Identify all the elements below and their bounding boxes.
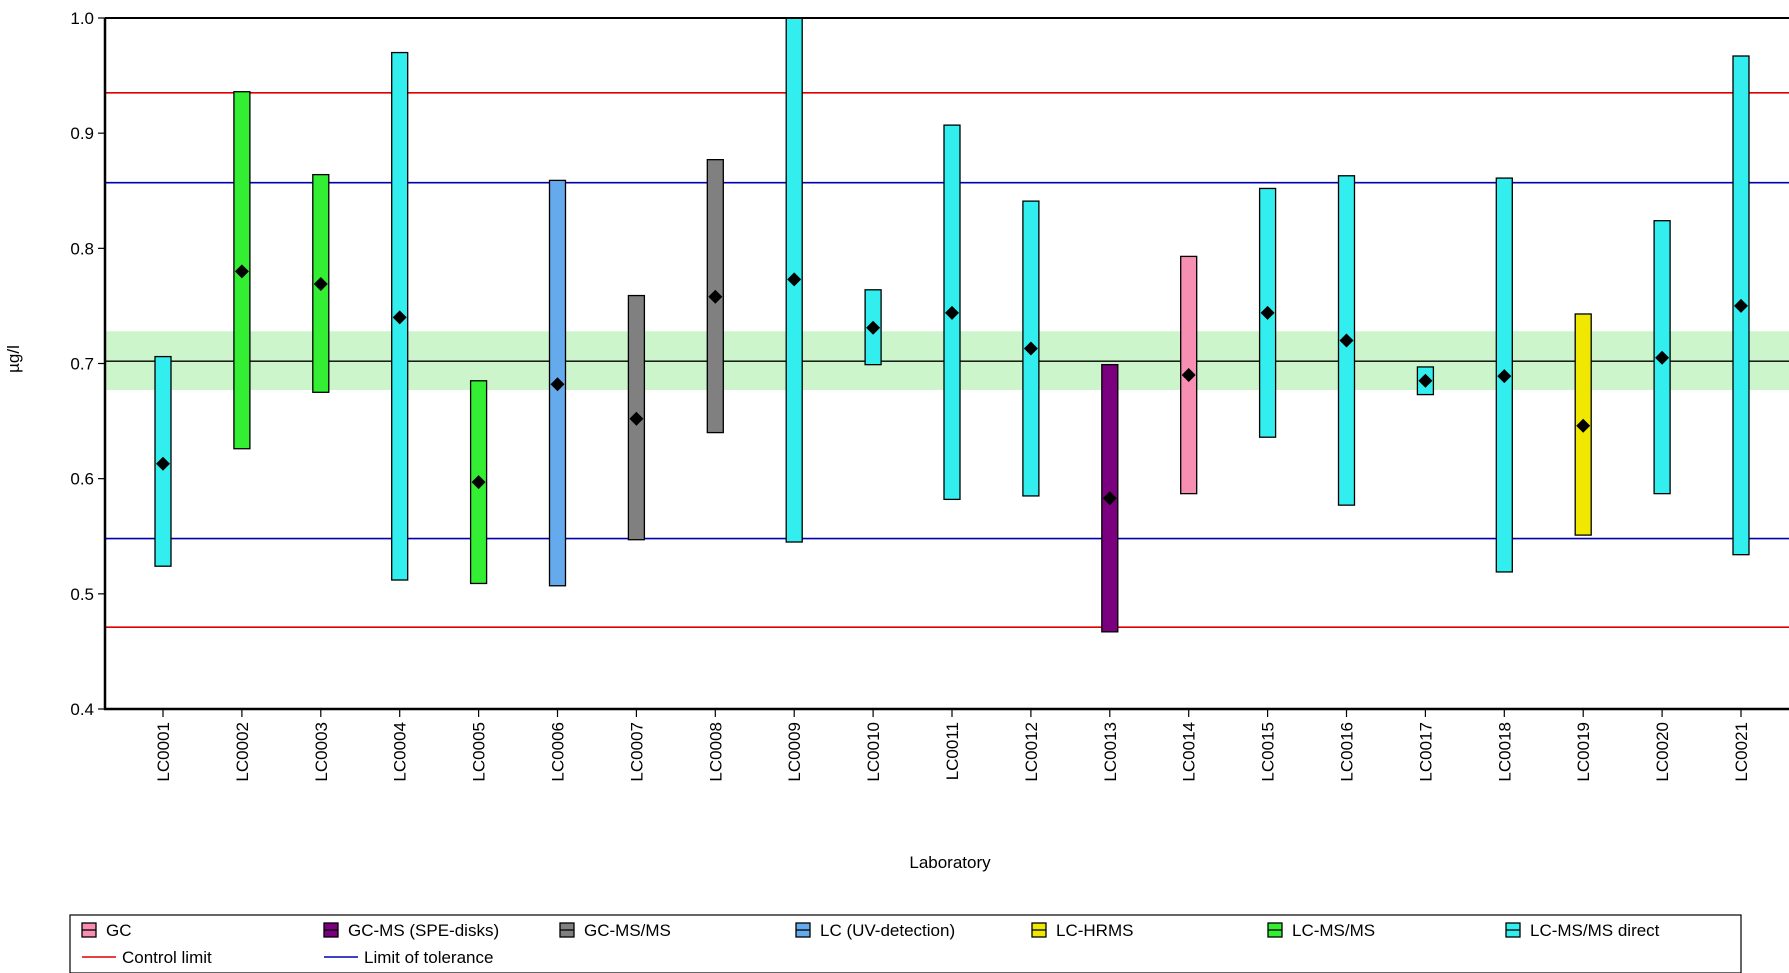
point-lc0005 (471, 475, 486, 490)
x-tick-label: LC0006 (549, 722, 568, 782)
x-tick-label: LC0021 (1732, 722, 1751, 782)
points-layer (156, 264, 1748, 506)
point-lc0009 (787, 272, 802, 287)
point-lc0002 (234, 264, 249, 279)
x-tick-label: LC0020 (1653, 722, 1672, 782)
y-tick-label: 0.9 (70, 124, 94, 143)
y-tick-labels: 0.4 0.5 0.6 0.7 0.8 0.9 1.0 (70, 9, 105, 719)
y-axis-title: µg/l (4, 345, 23, 373)
x-tick-label: LC0019 (1574, 722, 1593, 782)
x-tick-label: LC0007 (627, 722, 646, 782)
point-lc0012 (1023, 341, 1038, 356)
x-tick-label: LC0013 (1101, 722, 1120, 782)
legend-label: LC-MS/MS direct (1530, 921, 1660, 940)
x-tick-label: LC0002 (233, 722, 252, 782)
x-tick-label: LC0018 (1495, 722, 1514, 782)
x-tick-label: LC0015 (1259, 722, 1278, 782)
point-lc0018 (1497, 369, 1512, 384)
x-tick-label: LC0017 (1416, 722, 1435, 782)
y-tick-label: 0.4 (70, 700, 94, 719)
x-tick-label: LC0001 (154, 722, 173, 782)
x-tick-label: LC0009 (785, 722, 804, 782)
point-lc0017 (1418, 373, 1433, 388)
x-tick-label: LC0005 (470, 722, 489, 782)
legend-label: GC-MS/MS (584, 921, 671, 940)
x-axis-title: Laboratory (909, 853, 991, 872)
y-tick-label: 0.6 (70, 470, 94, 489)
point-lc0020 (1655, 350, 1670, 365)
legend: GC GC-MS (SPE-disks) GC-MS/MS LC (UV-detect… (69, 914, 1742, 973)
x-tick-label: LC0016 (1338, 722, 1357, 782)
legend-label: LC-HRMS (1056, 921, 1133, 940)
point-lc0004 (392, 310, 407, 325)
legend-label: GC (106, 921, 132, 940)
point-lc0010 (866, 320, 881, 335)
x-tick-label: LC0010 (864, 722, 883, 782)
x-tick-label: LC0008 (706, 722, 725, 782)
x-tick-label: LC0011 (943, 722, 962, 780)
x-tick-label: LC0003 (312, 722, 331, 782)
point-lc0003 (313, 277, 328, 292)
x-tick-label: LC0012 (1022, 722, 1041, 782)
point-lc0007 (629, 411, 644, 426)
y-tick-label: 0.5 (70, 585, 94, 604)
y-tick-label: 1.0 (70, 9, 94, 28)
point-lc0021 (1734, 298, 1748, 313)
y-tick-label: 0.8 (70, 239, 94, 258)
legend-label: LC (UV-detection) (820, 921, 955, 940)
point-lc0015 (1260, 305, 1275, 320)
legend-frame (69, 914, 1742, 973)
point-lc0016 (1339, 333, 1354, 348)
x-tick-labels: LC0001 LC0002 LC0003 LC0004 LC0005 LC0006 LC00… (154, 709, 1751, 782)
x-tick-label: LC0004 (391, 722, 410, 782)
point-lc0011 (945, 305, 959, 320)
legend-label: LC-MS/MS (1292, 921, 1375, 940)
point-lc0014 (1181, 368, 1196, 383)
x-tick-label: LC0014 (1180, 722, 1199, 782)
point-lc0019 (1576, 418, 1591, 433)
legend-label: Control limit (122, 948, 212, 967)
y-tick-label: 0.7 (70, 355, 94, 374)
legend-label: GC-MS (SPE-disks) (348, 921, 499, 940)
legend-label: Limit of tolerance (364, 948, 493, 967)
point-lc0006 (550, 377, 565, 392)
point-lc0013 (1102, 491, 1117, 506)
bars-layer (154, 17, 1750, 633)
point-lc0001 (156, 456, 170, 471)
point-lc0008 (708, 289, 723, 304)
